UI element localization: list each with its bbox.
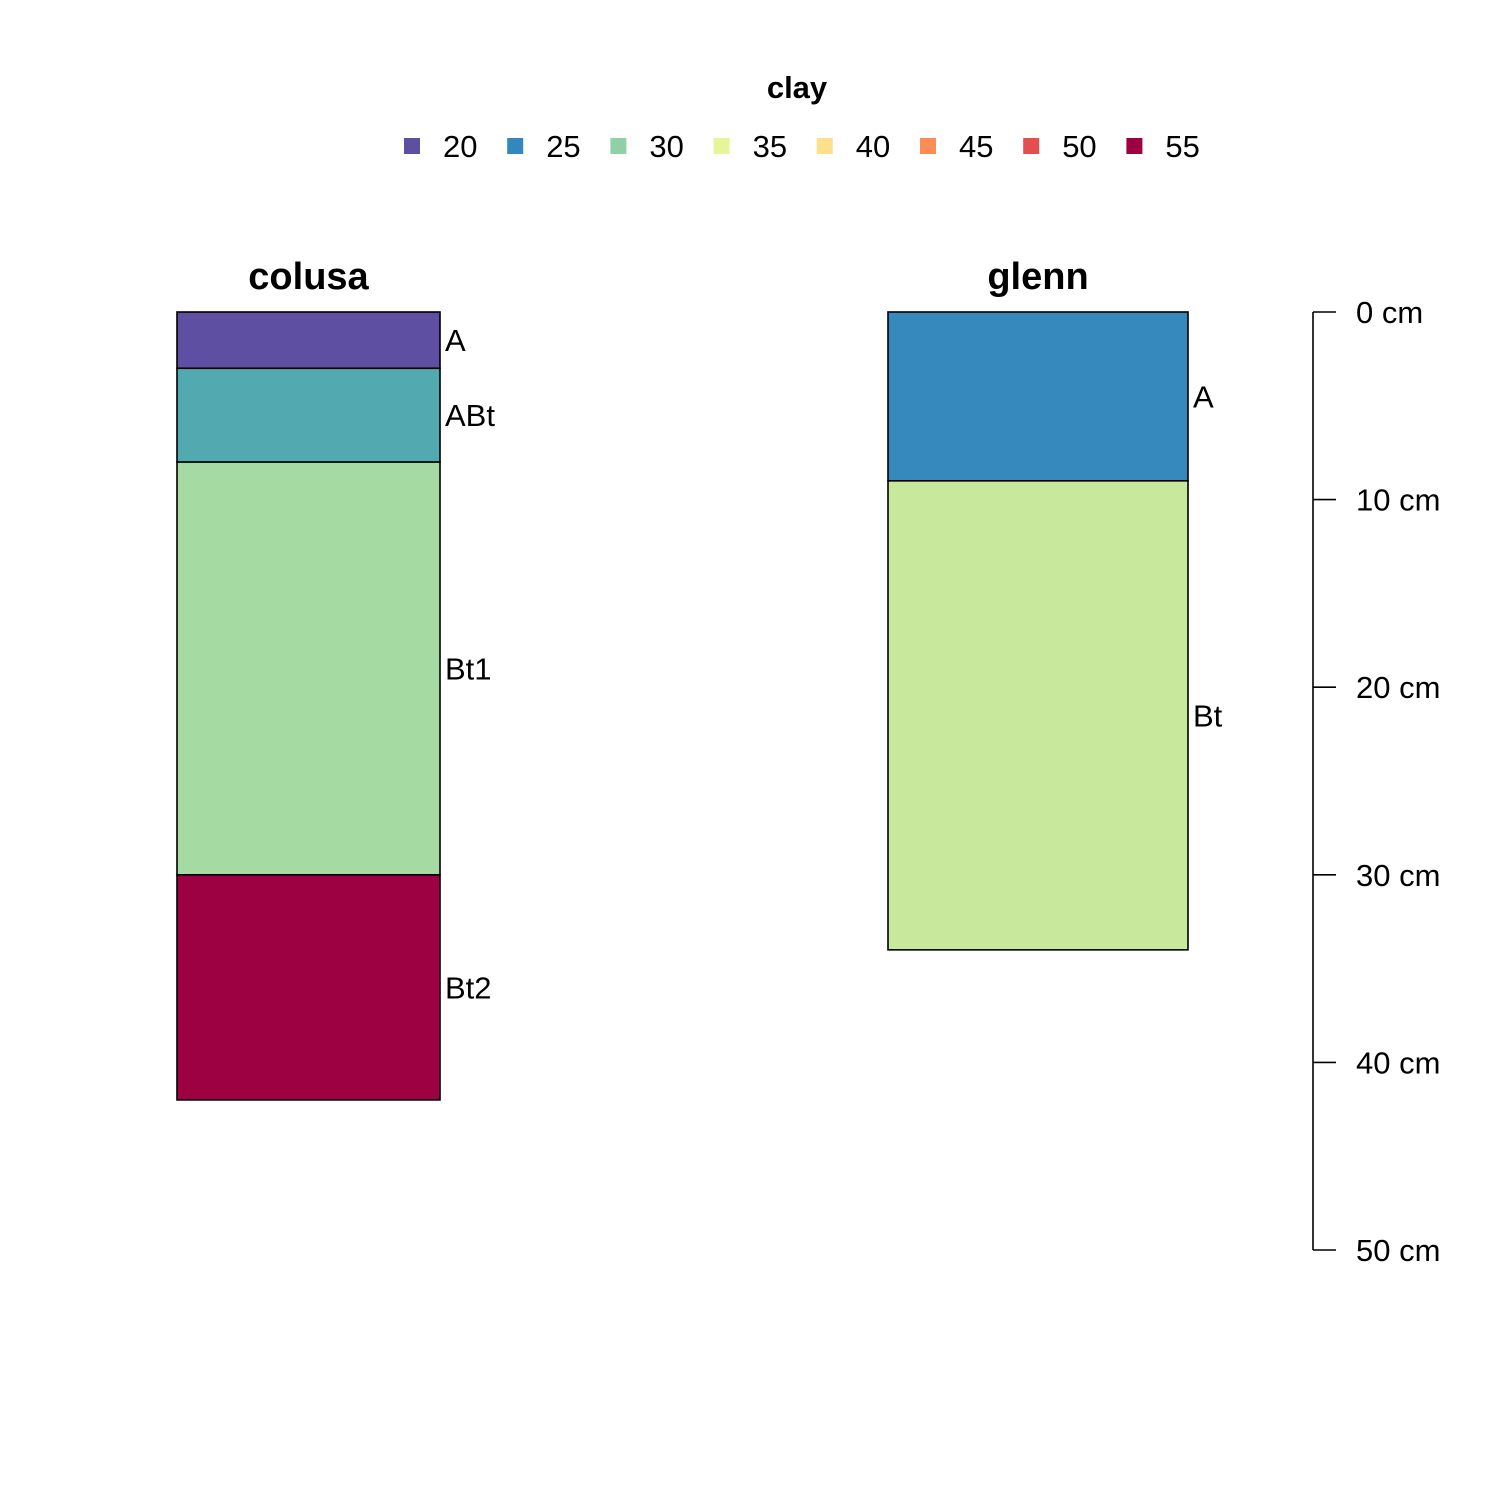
horizon-Bt2	[176, 873, 441, 1101]
legend-entry: 40	[816, 129, 890, 164]
horizon-A	[176, 311, 441, 370]
legend-swatch	[507, 138, 524, 154]
tick-label: 50 cm	[1356, 1233, 1440, 1268]
legend-entry: 35	[713, 129, 787, 164]
horizon-ABt	[176, 367, 441, 463]
legend-entry: 30	[610, 129, 684, 164]
profile-glenn: glenn A Bt	[887, 256, 1223, 951]
tick-label: 30 cm	[1356, 858, 1440, 893]
legend-entry: 55	[1126, 129, 1200, 164]
legend-entries: 20 25 30 35 40 45 50 55	[404, 129, 1200, 164]
horizon-Bt1	[176, 461, 441, 876]
legend-label: 45	[959, 129, 993, 164]
legend: clay 20 25 30 35 40 45 50 55	[404, 70, 1200, 164]
legend-entry: 20	[404, 129, 477, 164]
horizon-label: A	[445, 323, 466, 358]
tick-label: 0 cm	[1356, 295, 1423, 330]
depth-axis: 0 cm 10 cm 20 cm 30 cm 40 cm 50 cm	[1312, 295, 1440, 1268]
legend-swatch	[713, 138, 730, 154]
profile-colusa: colusa A ABt Bt1 Bt2	[176, 256, 495, 1101]
legend-entry: 50	[1023, 129, 1097, 164]
horizon-label: Bt2	[445, 970, 492, 1005]
legend-swatch	[920, 138, 936, 154]
legend-label: 25	[546, 129, 580, 164]
legend-swatch	[1023, 138, 1040, 154]
legend-label: 50	[1062, 129, 1096, 164]
horizon-label: Bt	[1193, 698, 1223, 733]
legend-entry: 45	[920, 129, 993, 164]
legend-entry: 25	[507, 129, 581, 164]
horizon-label: A	[1193, 379, 1214, 414]
legend-swatch	[404, 138, 420, 154]
legend-title: clay	[767, 70, 828, 105]
legend-label: 40	[856, 129, 890, 164]
tick-label: 10 cm	[1356, 483, 1440, 518]
profile-title: glenn	[987, 256, 1088, 298]
legend-label: 35	[753, 129, 787, 164]
legend-swatch	[816, 138, 833, 154]
horizon-label: ABt	[445, 398, 495, 433]
horizon-A	[887, 311, 1189, 482]
legend-swatch	[1126, 138, 1143, 154]
legend-label: 30	[649, 129, 683, 164]
horizon-Bt	[887, 480, 1189, 951]
legend-swatch	[610, 138, 627, 154]
horizon-label: Bt1	[445, 651, 492, 686]
legend-label: 55	[1165, 129, 1199, 164]
profile-title: colusa	[248, 256, 369, 298]
tick-label: 40 cm	[1356, 1045, 1440, 1080]
legend-label: 20	[443, 129, 477, 164]
tick-label: 20 cm	[1356, 670, 1440, 705]
